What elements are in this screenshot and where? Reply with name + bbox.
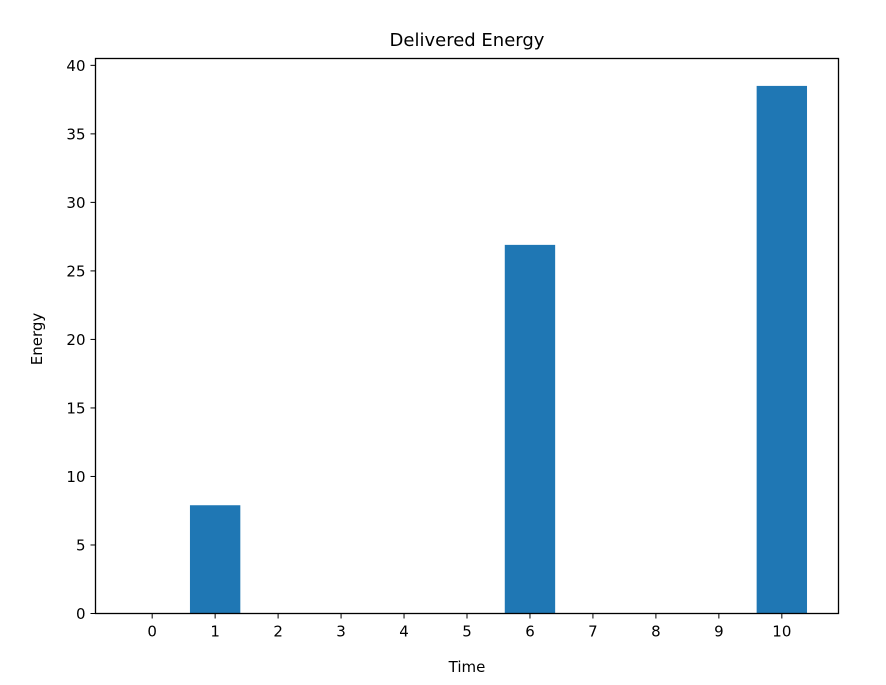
x-tick-label: 10: [772, 623, 791, 641]
bar-6: [504, 244, 556, 614]
y-tick-label: 10: [66, 468, 85, 486]
x-tick-label: 4: [399, 623, 409, 641]
bar-1: [189, 505, 241, 614]
y-tick-label: 20: [66, 331, 85, 349]
x-axis-ticks: 0 1 2 3 4 5 6 7 8 9 10: [147, 613, 791, 641]
x-tick-label: 7: [588, 623, 598, 641]
y-tick-label: 40: [66, 57, 85, 75]
x-tick-label: 2: [273, 623, 283, 641]
x-tick-label: 5: [462, 623, 472, 641]
x-tick-label: 8: [651, 623, 661, 641]
y-tick-label: 25: [66, 262, 85, 280]
x-tick-label: 3: [336, 623, 346, 641]
x-tick-label: 0: [147, 623, 157, 641]
y-tick-label: 30: [66, 194, 85, 212]
y-tick-label: 0: [76, 605, 86, 623]
plot-frame: [94, 57, 840, 615]
y-axis-ticks: 0 5 10 15 20 25 30 35 40: [66, 57, 96, 623]
y-tick-label: 15: [66, 399, 85, 417]
x-tick-label: 6: [525, 623, 535, 641]
y-tick-label: 5: [76, 536, 86, 554]
bars-group: [189, 85, 808, 614]
x-tick-label: 9: [714, 623, 724, 641]
y-tick-label: 35: [66, 125, 85, 143]
bar-10: [756, 85, 808, 614]
chart-title: Delivered Energy: [390, 30, 545, 51]
x-axis-label: Time: [448, 658, 486, 676]
y-axis-label: Energy: [28, 313, 46, 366]
x-tick-label: 1: [210, 623, 220, 641]
